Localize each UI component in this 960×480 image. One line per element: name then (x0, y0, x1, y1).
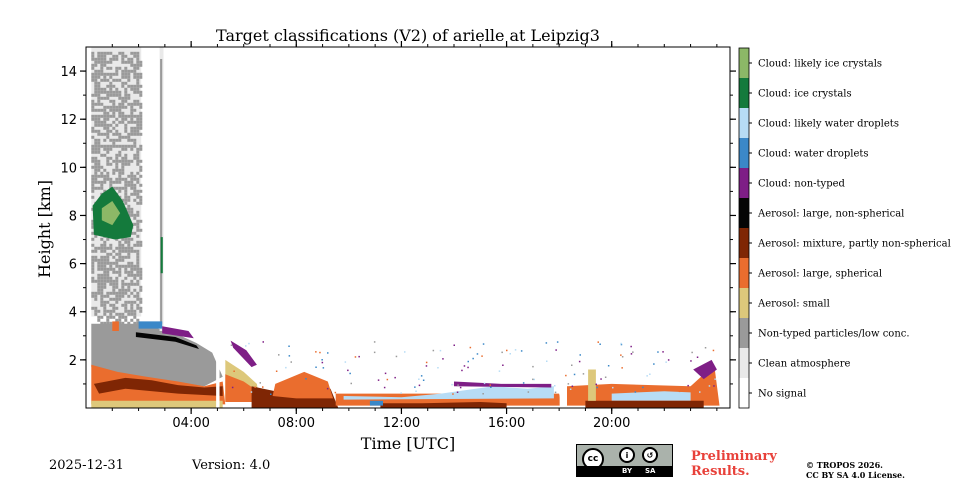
cc-license-badge: cc i ↺ BY SA (576, 444, 673, 477)
preliminary-line-1: Preliminary (691, 449, 777, 464)
x-tick-label: 16:00 (488, 416, 525, 431)
legend-swatch (739, 198, 749, 229)
class-region (91, 51, 143, 325)
y-tick-label: 14 (60, 65, 77, 80)
legend-label: Aerosol: large, non-spherical (757, 209, 904, 220)
legend-label: No signal (758, 389, 806, 400)
legend-swatch (739, 348, 749, 379)
class-region (162, 326, 194, 339)
legend-swatch (739, 288, 749, 319)
class-region (454, 381, 552, 388)
class-region (91, 323, 223, 387)
attribution-icon: i (619, 447, 635, 463)
legend-label: Clean atmosphere (758, 359, 851, 370)
legend-label: Aerosol: mixture, partly non-spherical (757, 239, 951, 250)
y-tick-label: 10 (60, 161, 77, 176)
class-region (225, 374, 257, 402)
class-region (135, 332, 199, 349)
class-region (343, 386, 554, 400)
plot-area (86, 47, 730, 408)
no-signal-gap (559, 47, 563, 408)
version-label: Version: 4.0 (192, 458, 271, 473)
class-region (230, 340, 257, 368)
legend-label: Aerosol: large, spherical (757, 269, 882, 280)
x-tick-label: 20:00 (593, 416, 630, 431)
class-region (693, 359, 717, 380)
preliminary-results-label: Preliminary Results. (691, 449, 777, 479)
date-label: 2025-12-31 (49, 458, 124, 473)
share-alike-icon: ↺ (642, 447, 658, 463)
legend-swatch (739, 48, 749, 79)
copyright-line-2: CC BY SA 4.0 License. (806, 470, 905, 480)
legend-label: Cloud: likely ice crystals (758, 59, 882, 70)
y-axis-label: Height [km] (35, 180, 54, 278)
class-legend: Cloud: likely ice crystals Cloud: ice cry… (738, 47, 951, 409)
legend-swatch (739, 318, 749, 349)
class-region (160, 237, 163, 274)
legend-label: Cloud: ice crystals (758, 89, 852, 100)
axes: 04:00 08:00 12:00 16:00 20:00 2 4 6 8 10 12 14 (60, 41, 736, 431)
legend-swatch (739, 258, 749, 289)
legend-label: Aerosol: small (757, 299, 830, 310)
legend-label: Cloud: non-typed (758, 179, 846, 190)
x-tick-label: 12:00 (383, 416, 420, 431)
plot-frame (85, 46, 731, 409)
x-tick-label: 04:00 (172, 416, 209, 431)
y-tick-label: 8 (69, 209, 77, 224)
legend-frame (738, 47, 750, 409)
class-region (272, 371, 334, 399)
y-tick-label: 12 (60, 113, 77, 128)
class-region (91, 400, 223, 408)
copyright-line-1: © TROPOS 2026. (806, 460, 883, 470)
y-tick-label: 4 (69, 306, 77, 321)
legend-swatch (739, 78, 749, 109)
legend-label: Cloud: likely water droplets (758, 119, 899, 130)
class-region (93, 377, 223, 396)
y-tick-label: 6 (69, 258, 77, 273)
legend-label: Cloud: water droplets (758, 149, 869, 160)
class-region (101, 201, 121, 226)
sparse-signal (230, 341, 716, 395)
cc-sa-label: SA (645, 467, 656, 475)
preliminary-line-2: Results. (691, 464, 750, 479)
class-region (611, 391, 691, 401)
x-tick-label: 08:00 (278, 416, 315, 431)
class-region (588, 369, 596, 401)
copyright-label: © TROPOS 2026. CC BY SA 4.0 License. (806, 460, 905, 480)
legend-swatch (739, 378, 749, 409)
class-region (138, 321, 163, 329)
x-axis-label: Time [UTC] (361, 434, 455, 453)
legend-label: Non-typed particles/low conc. (758, 329, 910, 340)
legend-swatch (739, 108, 749, 139)
class-region (160, 59, 163, 324)
legend-swatch (739, 168, 749, 199)
legend-swatch (739, 138, 749, 169)
class-region (369, 400, 383, 406)
cc-by-label: BY (622, 467, 633, 475)
no-signal-gap (216, 47, 220, 408)
chart-title: Target classifications (V2) of arielle a… (216, 26, 600, 45)
legend-swatch (739, 228, 749, 259)
y-tick-label: 2 (69, 354, 77, 369)
class-region (585, 400, 704, 408)
class-region (112, 321, 119, 331)
class-region (380, 402, 507, 408)
